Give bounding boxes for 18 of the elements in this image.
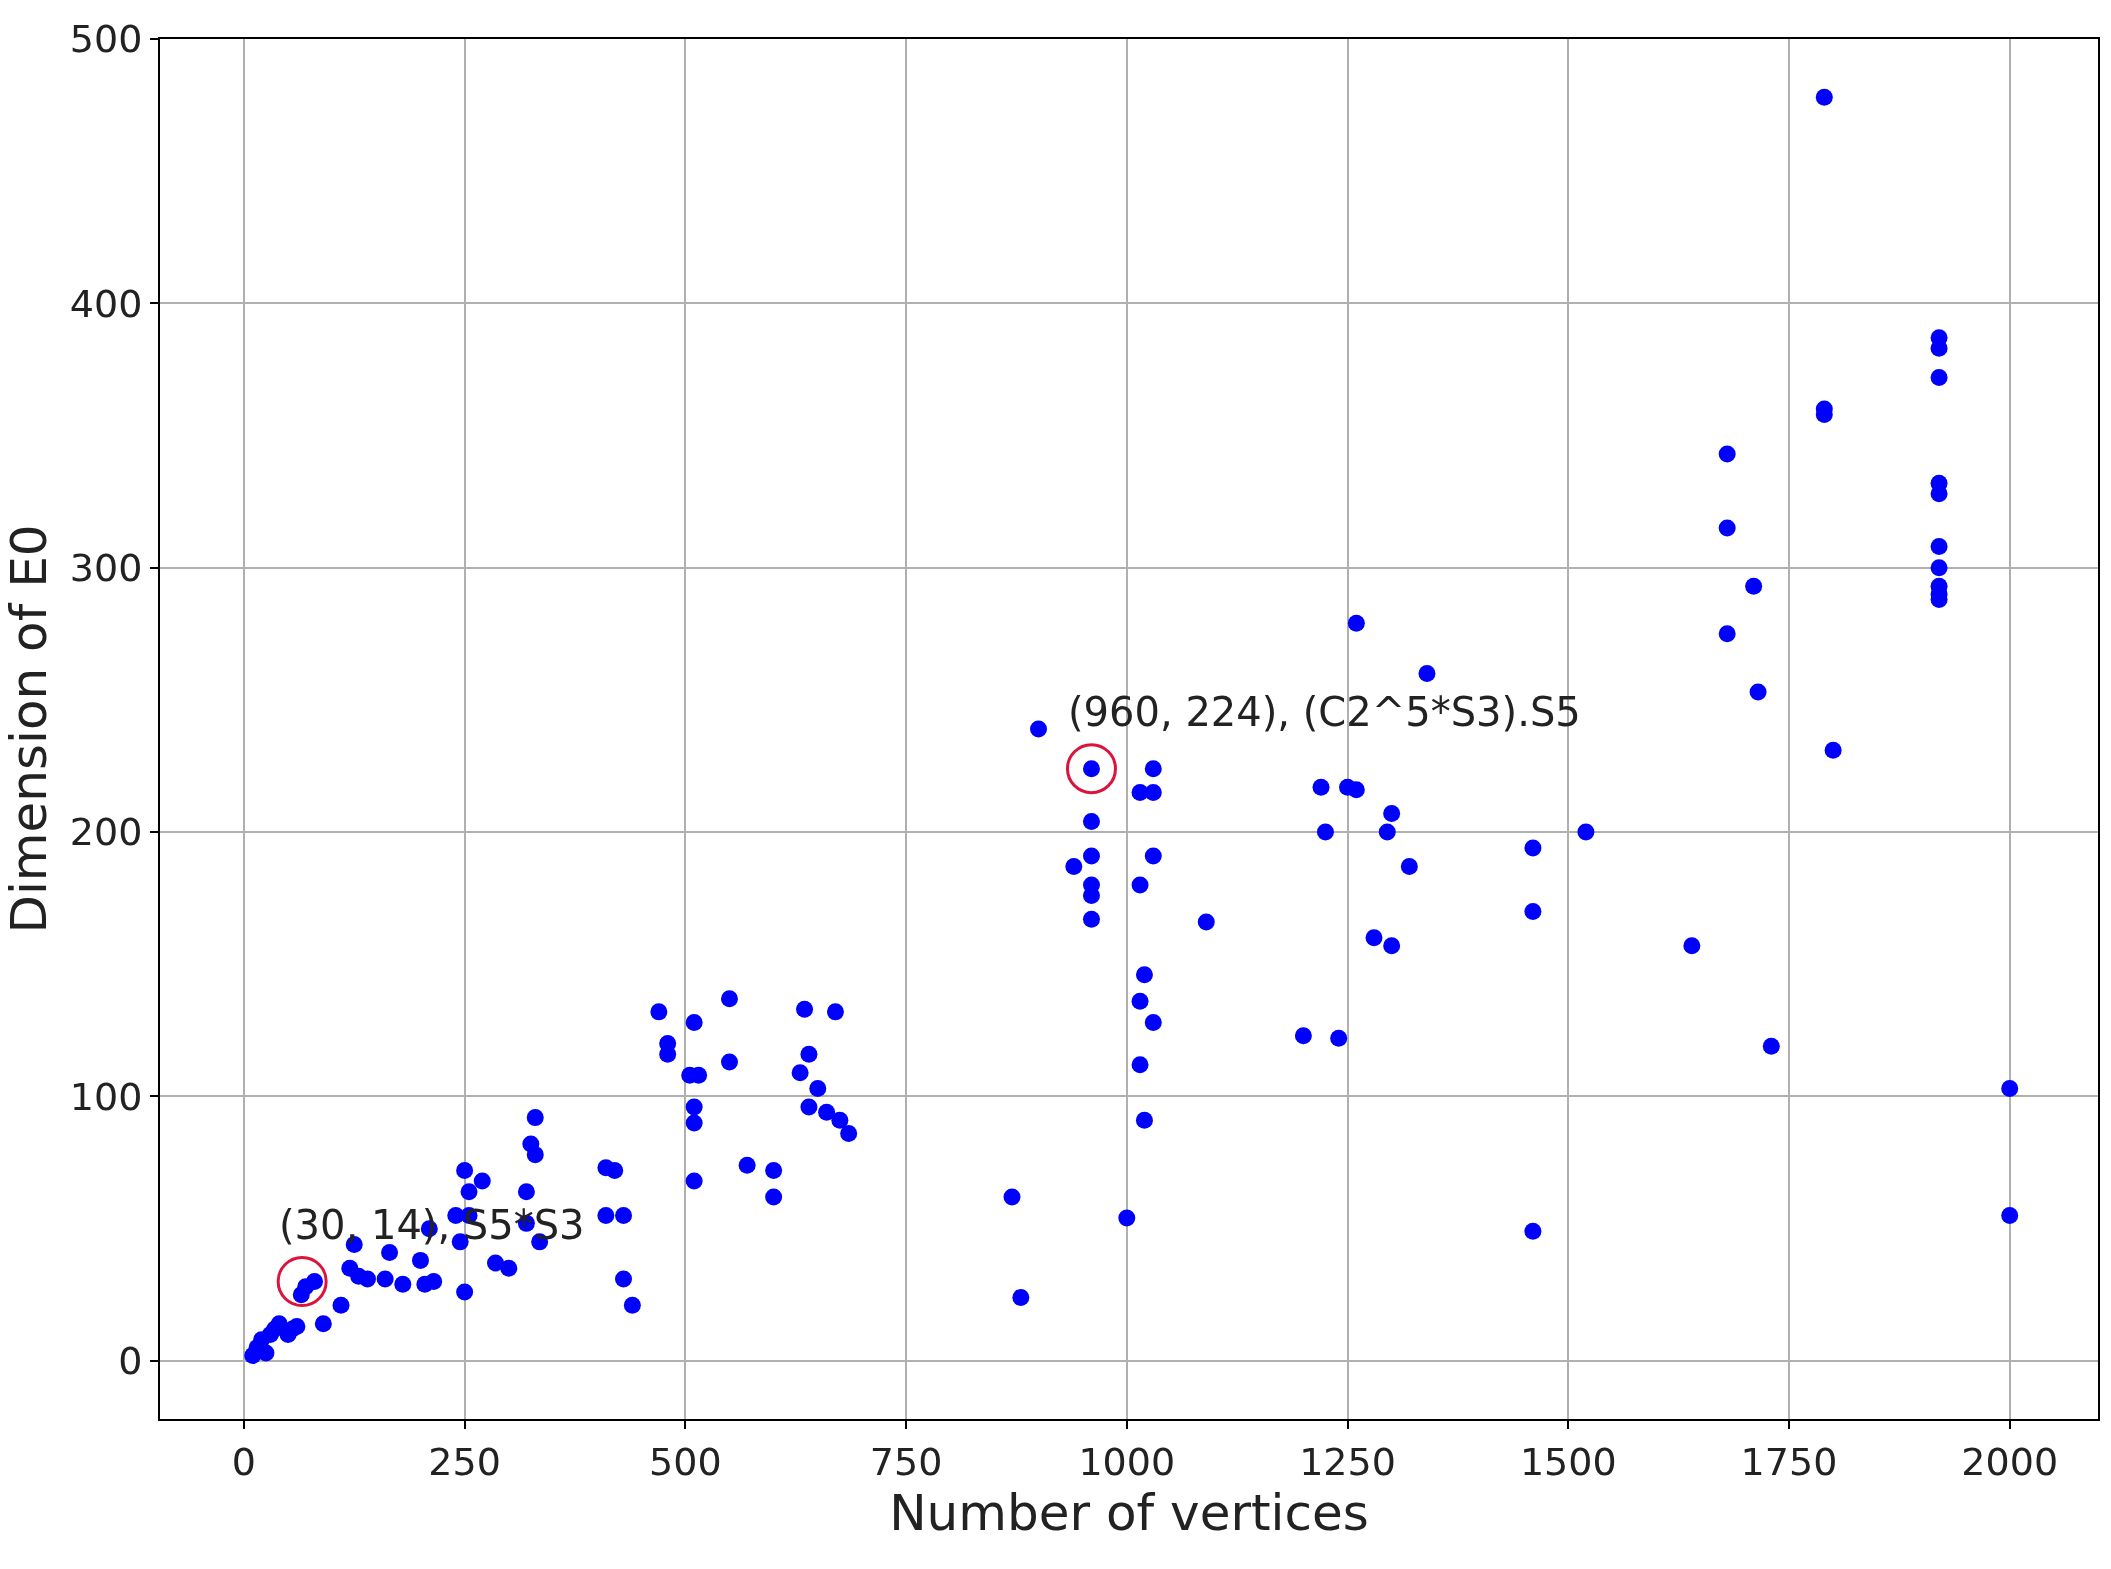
x-tick-label: 1750 <box>1740 1439 1838 1484</box>
y-tick-label: 200 <box>69 810 143 855</box>
x-axis-title: Number of vertices <box>889 1483 1369 1542</box>
x-tick-label: 2000 <box>1961 1439 2059 1484</box>
y-axis-title: Dimension of E0 <box>0 524 58 934</box>
x-tick-label: 250 <box>428 1439 501 1484</box>
y-tick-label: 300 <box>69 546 143 591</box>
y-tick-label: 500 <box>69 17 143 62</box>
x-tick-label: 750 <box>869 1439 943 1484</box>
y-tick-label: 100 <box>69 1074 143 1119</box>
x-tick-label: 1250 <box>1299 1439 1396 1484</box>
x-tick-label: 0 <box>231 1439 256 1484</box>
x-tick-label: 1000 <box>1078 1439 1176 1484</box>
x-tick-label: 1500 <box>1519 1439 1617 1484</box>
annotation: (960, 224), (C2^5*S3).S5 <box>1068 689 1581 735</box>
y-tick-label: 400 <box>69 281 143 326</box>
y-tick-label: 0 <box>118 1339 143 1384</box>
x-tick-label: 500 <box>649 1439 722 1484</box>
